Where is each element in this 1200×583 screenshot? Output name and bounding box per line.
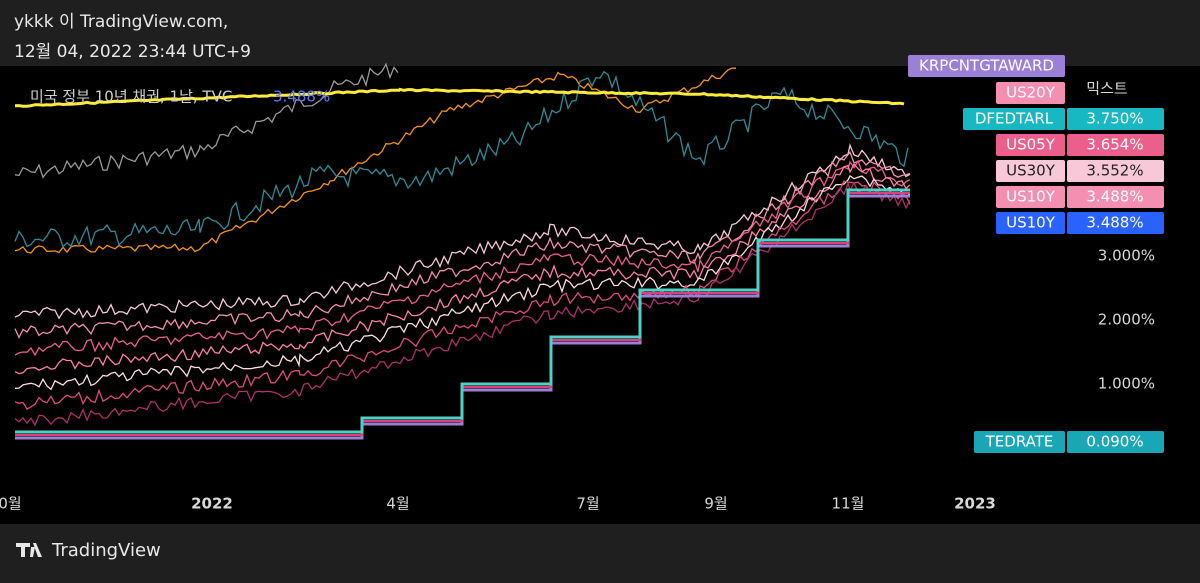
symbol-label: US30Y: [1006, 162, 1056, 180]
brand-name: TradingView: [51, 540, 161, 561]
symbol-label: KRPCNTGTAWARD: [919, 57, 1054, 75]
series-line: [14, 70, 909, 248]
series-line: [14, 181, 911, 427]
brand: TradingView: [16, 540, 161, 561]
value-badge: [1067, 108, 1164, 130]
value-label: 3.488%: [1086, 214, 1143, 232]
legend-value: 3.488%: [273, 88, 330, 106]
symbol-badge: [996, 186, 1065, 208]
plot-lines: [14, 62, 911, 440]
logo: [16, 543, 42, 557]
value-badge: [1067, 431, 1164, 453]
symbol-badge: [996, 160, 1065, 182]
x-tick-label: 0월: [0, 495, 22, 513]
symbol-badge: [996, 134, 1065, 156]
author: ykkk 이 TradingView.com,: [14, 12, 228, 32]
series-line: [14, 162, 911, 375]
value-label: 3.488%: [1086, 188, 1143, 206]
symbol-label: US05Y: [1006, 136, 1056, 154]
symbol-badge: [908, 55, 1065, 77]
symbol-label: US10Y: [1006, 188, 1056, 206]
symbol-label: TEDRATE: [985, 433, 1054, 451]
value-label: 0.090%: [1086, 433, 1143, 451]
symbol-badge: [996, 212, 1065, 234]
value-label: 3.654%: [1086, 136, 1143, 154]
legend-name: 미국 정부 10년 채권, 1날, TVC: [30, 88, 232, 106]
y-tick-label: 2.000%: [1098, 311, 1155, 329]
y-tick-label: 3.000%: [1098, 247, 1155, 265]
series-line: [14, 151, 911, 340]
x-tick-label: 9월: [704, 495, 727, 513]
x-tick-label: 2022: [191, 495, 233, 513]
symbol-badge: [974, 431, 1065, 453]
x-tick-label: 11월: [832, 495, 865, 513]
series-line: [14, 87, 905, 108]
symbol-label: US20Y: [1006, 84, 1056, 102]
step-line: [15, 194, 910, 440]
x-tick-label: 2023: [954, 495, 996, 513]
value-badge: [1067, 160, 1164, 182]
series-line: [14, 159, 911, 357]
value-label: 3.750%: [1086, 110, 1143, 128]
step-line: [15, 192, 910, 436]
series-line: [14, 62, 399, 179]
timestamp: 12월 04, 2022 23:44 UTC+9: [14, 42, 251, 62]
symbol-badge: [963, 108, 1065, 130]
series-line: [14, 67, 736, 254]
x-tick-label: 4월: [386, 495, 409, 513]
y-tick-label: 1.000%: [1098, 375, 1155, 393]
symbol-label: US10Y: [1006, 214, 1056, 232]
x-tick-label: 7월: [576, 495, 599, 513]
symbol-label: DFEDTARL: [975, 110, 1054, 128]
value-label: 3.552%: [1086, 162, 1143, 180]
value-badge: [1067, 134, 1164, 156]
pane-label: 믹스트: [1086, 80, 1128, 98]
value-badge: [1067, 212, 1164, 234]
series-line: [14, 143, 911, 320]
value-badge: [1067, 186, 1164, 208]
symbol-badge: [996, 82, 1065, 104]
step-line: [15, 188, 910, 434]
